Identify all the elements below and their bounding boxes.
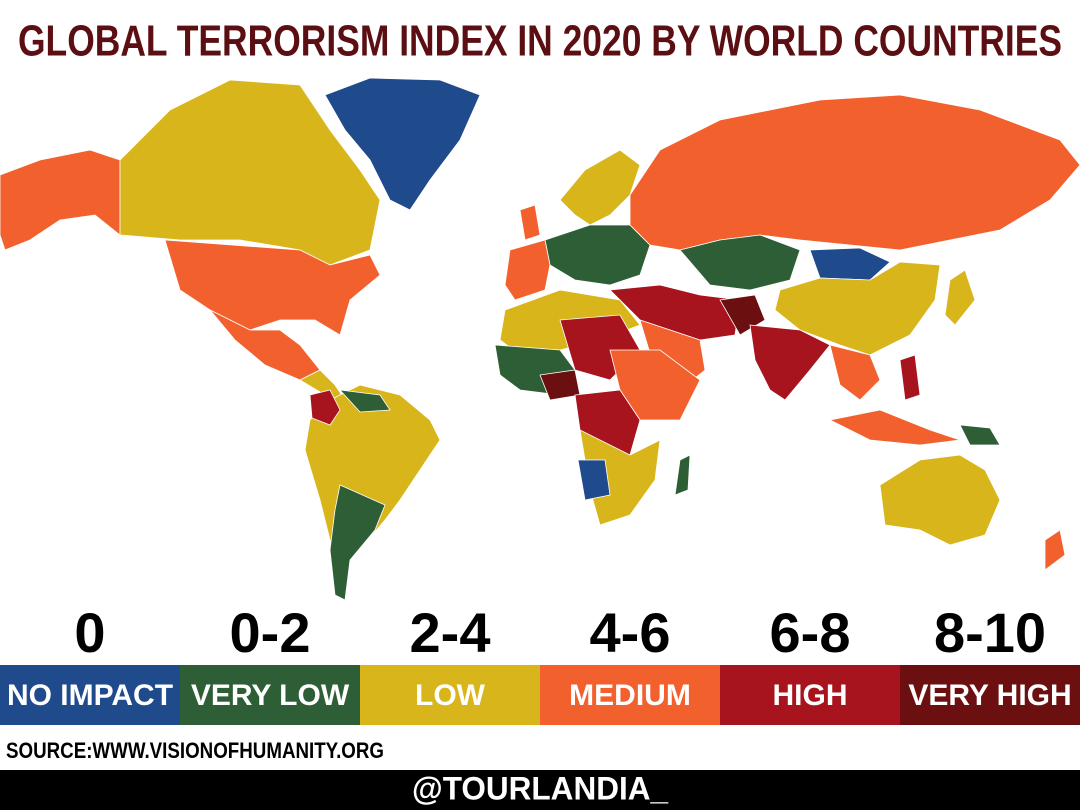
title: GLOBAL TERRORISM INDEX IN 2020 BY WORLD … [18,17,1062,66]
legend-range: 0-2 [230,601,311,664]
scandinavia [559,149,641,226]
colombia [309,389,341,426]
uk [519,204,541,241]
legend-label: VERY LOW [191,679,350,712]
mongolia [809,247,891,281]
legend-label: MEDIUM [569,679,691,712]
handle: @TOURLANDIA_ [412,770,669,806]
legend-range: 8-10 [934,601,1046,664]
madagascar [674,454,691,496]
papua [959,424,1001,446]
source: SOURCE:WWW.VISIONOFHUMANITY.ORG [6,738,384,763]
legend-swatch [0,665,181,725]
legend-swatch [180,665,361,725]
legend-range: 0 [74,601,105,664]
legend-label: VERY HIGH [908,679,1071,712]
legend-swatch [360,665,541,725]
legend-swatch [900,665,1080,725]
china [774,261,941,356]
footer-bar [0,770,1080,810]
canada [119,79,381,266]
argentina [329,484,386,601]
new-zealand [1044,529,1066,571]
nigeria [539,369,581,401]
central-europe [544,224,651,286]
southeast-asia [829,344,881,401]
japan [944,269,976,326]
venezuela-guyana [338,389,391,413]
alaska [0,149,121,251]
legend-label: HIGH [773,679,848,712]
legend-label: NO IMPACT [7,679,173,712]
legend-swatch [720,665,901,725]
legend-swatch [540,665,721,725]
greenland [324,77,481,211]
legend-range: 6-8 [770,601,851,664]
australia [879,454,1001,546]
kazakhstan [679,234,801,291]
angola [577,459,611,501]
legend: 0 NO IMPACT 0-2 VERY LOW 2-4 LOW 4-6 MEDIUM 6-8 H… [0,601,1080,725]
philippines [899,354,921,401]
world-map [0,77,1080,601]
russia [629,94,1080,251]
legend-label: LOW [415,679,486,712]
india [749,324,831,401]
indonesia [828,409,961,446]
western-europe [504,239,551,301]
legend-range: 2-4 [410,601,491,664]
legend-range: 4-6 [590,601,671,664]
